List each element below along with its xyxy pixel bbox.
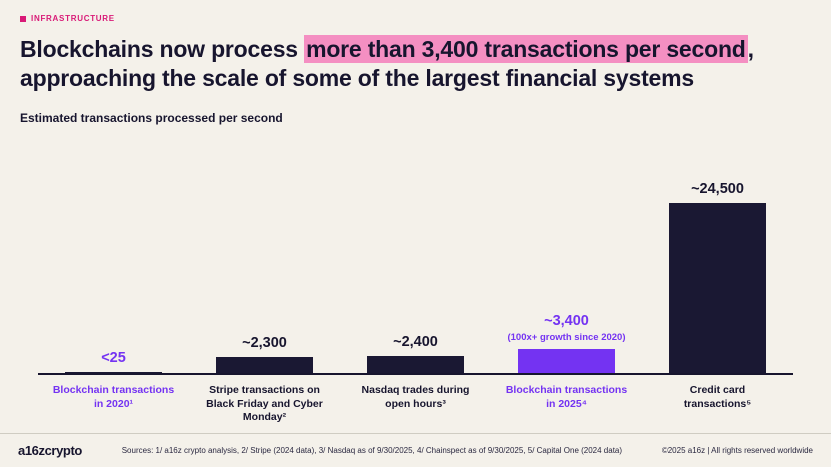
category-label-text: Nasdaq trades during open hours³ — [361, 384, 470, 410]
category-label-text: Blockchain transactions in 2025⁴ — [505, 384, 628, 410]
a16zcrypto-logo: a16zcrypto — [18, 443, 82, 458]
bar-column: ~2,400 — [340, 334, 491, 373]
bar — [518, 349, 615, 373]
category-label: Blockchain transactions in 2020¹ — [38, 384, 189, 425]
bar-value-label: ~24,500 — [691, 181, 744, 197]
bar-chart: <25 ~2,300 ~2,400 ~3,400 (100x+ growth s… — [38, 168, 793, 425]
category-label-text: Stripe transactions on Black Friday and … — [206, 384, 323, 424]
chart-subtitle: Estimated transactions processed per sec… — [20, 110, 283, 125]
bar — [669, 203, 766, 373]
category-labels-row: Blockchain transactions in 2020¹ Stripe … — [38, 384, 793, 425]
tag-square-icon — [20, 15, 26, 22]
category-label-text: Blockchain transactions in 2020¹ — [52, 384, 175, 410]
title-pre: Blockchains now process — [20, 36, 305, 62]
page-title: Blockchains now process more than 3,400 … — [20, 35, 810, 94]
bar — [65, 372, 162, 373]
bar-value-label: <25 — [101, 350, 126, 366]
section-tag-label: INFRASTRUCTURE — [31, 14, 115, 23]
bar-value-label: ~2,400 — [393, 334, 438, 350]
bar — [367, 356, 464, 373]
category-label: Stripe transactions on Black Friday and … — [189, 384, 340, 425]
bar-value-label: ~3,400 — [544, 313, 589, 329]
bar-column: ~24,500 — [642, 181, 793, 373]
plot-area: <25 ~2,300 ~2,400 ~3,400 (100x+ growth s… — [38, 168, 793, 375]
sources-text: Sources: 1/ a16z crypto analysis, 2/ Str… — [121, 446, 623, 455]
bar-column: <25 — [38, 350, 189, 373]
category-label: Nasdaq trades during open hours³ — [340, 384, 491, 425]
category-label-text: Credit card transactions⁵ — [683, 384, 752, 410]
category-label: Credit card transactions⁵ — [642, 384, 793, 425]
bar-annotation: (100x+ growth since 2020) — [507, 332, 626, 343]
category-label: Blockchain transactions in 2025⁴ — [491, 384, 642, 425]
bar — [216, 357, 313, 373]
section-tag: INFRASTRUCTURE — [20, 14, 811, 23]
bar-value-label: ~2,300 — [242, 335, 287, 351]
bar-column: ~2,300 — [189, 335, 340, 373]
title-highlight: more than 3,400 transactions per second — [304, 35, 748, 63]
footer: a16zcrypto Sources: 1/ a16z crypto analy… — [0, 433, 831, 467]
title-post: , approaching the scale of some of the l… — [20, 36, 754, 92]
copyright-text: ©2025 a16z | All rights reserved worldwi… — [661, 446, 813, 455]
bar-column: ~3,400 (100x+ growth since 2020) — [491, 313, 642, 373]
